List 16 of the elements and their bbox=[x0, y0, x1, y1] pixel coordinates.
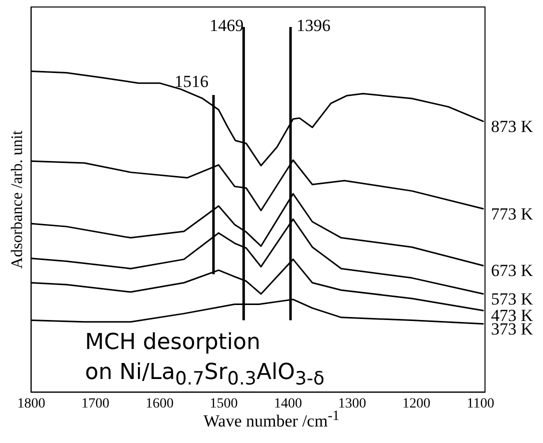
series-label: 673 K bbox=[491, 261, 534, 280]
x-tick-label: 1600 bbox=[146, 396, 174, 412]
ref-line-label: 1469 bbox=[210, 16, 244, 35]
series-label: 773 K bbox=[491, 204, 534, 224]
x-tick-label: 1800 bbox=[17, 396, 46, 412]
x-tick-label: 1700 bbox=[81, 396, 110, 412]
annotation: MCH desorption bbox=[85, 330, 260, 355]
y-axis-title: Adsorbance /arb. unit bbox=[8, 130, 26, 269]
x-tick-label: 1100 bbox=[466, 396, 494, 412]
ref-line-label: 1516 bbox=[174, 72, 208, 91]
x-tick-label: 1200 bbox=[402, 396, 430, 412]
series-label: 573 K bbox=[491, 289, 534, 308]
series-label: 873 K bbox=[491, 117, 534, 136]
annotation: on Ni/La$_{0.7}$Sr$_{0.3}$AlO$_{3-δ}$ bbox=[85, 360, 324, 390]
x-tick-label: 1300 bbox=[338, 396, 366, 412]
ref-line-label: 1396 bbox=[296, 16, 331, 35]
